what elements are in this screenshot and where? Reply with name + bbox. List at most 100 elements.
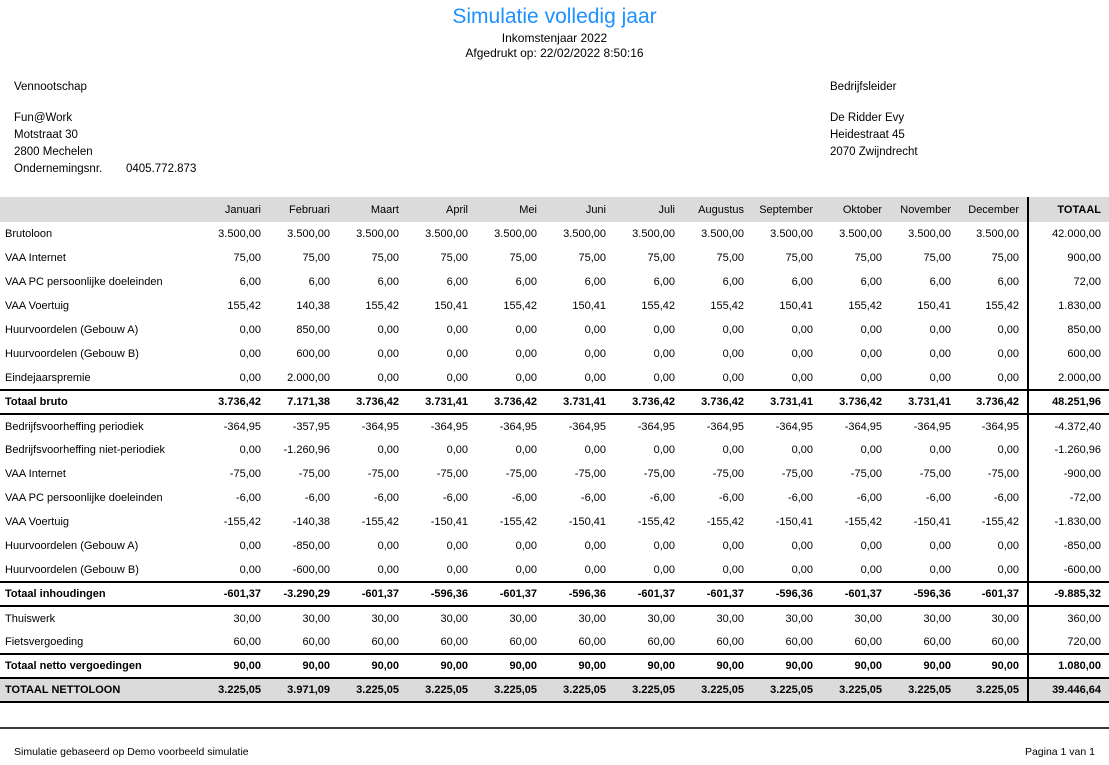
month-value-cell: 75,00 [716,252,744,264]
company-label: Vennootschap [14,81,87,93]
month-value-cell: 3.731,41 [752,389,821,415]
month-value-cell: 3.500,00 [425,228,468,240]
row-total-cell: 850,00 [1027,318,1109,342]
enterprise-number-value: 0405.772.873 [126,163,197,175]
month-value-cell: 75,00 [302,252,330,264]
company-name: Fun@Work [14,112,73,124]
month-value-cell: 3.736,42 [476,389,545,415]
table-row: Thuiswerk 30,00 30,00 30,00 30,00 30,00 30,00 3… [0,606,1109,630]
row-total-cell: 48.251,96 [1027,389,1109,415]
month-value-cell: -155,42 [499,516,537,528]
month-value-cell: 0,00 [722,540,744,552]
row-label: VAA Internet [5,468,66,480]
row-label: Huurvoordelen (Gebouw B) [5,348,139,360]
month-value-cell: -601,37 [683,581,752,607]
table-row: VAA PC persoonlijke doeleinden -6,00 -6,00… [0,486,1109,510]
month-column-header: Juni [585,203,606,216]
month-value-cell: 75,00 [440,252,468,264]
table-row: VAA Voertuig 155,42 140,38 155,42 150,41 155,… [0,294,1109,318]
month-value-cell: 0,00 [997,371,1019,384]
month-column-header: Juli [658,203,675,216]
company-city: 2800 Mechelen [14,146,93,158]
month-value-cell: -596,36 [890,581,959,607]
month-value-cell: -155,42 [361,516,399,528]
row-label: Bedrijfsvoorheffing periodiek [5,420,144,433]
month-value-cell: -155,42 [223,516,261,528]
month-value-cell: 2.000,00 [287,371,330,384]
month-value-cell: -364,95 [568,420,606,433]
month-value-cell: -150,41 [430,516,468,528]
month-value-cell: 3.225,05 [200,677,269,703]
month-value-cell: 3.736,42 [821,389,890,415]
month-value-cell: 0,00 [515,371,537,384]
month-value-cell: 30,00 [302,612,330,625]
row-label: Brutoloon [5,228,53,240]
month-value-cell: 3.225,05 [614,677,683,703]
company-street: Motstraat 30 [14,129,78,141]
row-label: Bedrijfsvoorheffing niet-periodiek [5,444,165,456]
month-value-cell: 90,00 [683,653,752,679]
month-value-cell: 60,00 [785,635,813,648]
row-total-cell: 900,00 [1027,246,1109,270]
month-value-cell: -6,00 [856,492,882,504]
row-label: Thuiswerk [5,612,56,625]
month-value-cell: 600,00 [296,348,330,360]
month-value-cell: 30,00 [785,612,813,625]
month-value-cell: 75,00 [233,252,261,264]
month-value-cell: 6,00 [515,276,537,288]
month-value-cell: 3.225,05 [338,677,407,703]
month-value-cell: 3.731,41 [407,389,476,415]
month-value-cell: 75,00 [647,252,675,264]
month-value-cell: -75,00 [574,468,606,480]
month-value-cell: 0,00 [929,348,951,360]
month-value-cell: -601,37 [338,581,407,607]
month-value-cell: -75,00 [919,468,951,480]
month-value-cell: 155,42 [848,300,882,312]
month-value-cell: 0,00 [446,563,468,576]
month-value-cell: 6,00 [997,276,1019,288]
month-value-cell: -364,95 [430,420,468,433]
month-value-cell: 0,00 [239,371,261,384]
month-value-cell: 0,00 [860,324,882,336]
month-value-cell: 30,00 [371,612,399,625]
manager-label: Bedrijfsleider [830,81,897,93]
month-value-cell: -601,37 [959,581,1028,607]
row-label: VAA PC persoonlijke doeleinden [5,492,163,504]
printed-on-subtitle: Afgedrukt op: 22/02/2022 8:50:16 [465,46,644,60]
month-value-cell: 0,00 [997,444,1019,456]
month-value-cell: -600,00 [292,563,330,576]
table-row: Totaal netto vergoedingen 90,00 90,00 90,00… [0,653,1109,679]
month-value-cell: -75,00 [229,468,261,480]
month-value-cell: 0,00 [722,444,744,456]
month-column-header: November [900,203,951,216]
month-value-cell: 0,00 [653,348,675,360]
month-value-cell: 0,00 [722,348,744,360]
month-value-cell: 0,00 [584,563,606,576]
row-total-cell: 72,00 [1027,270,1109,294]
month-value-cell: 60,00 [509,635,537,648]
month-value-cell: 60,00 [371,635,399,648]
month-column-header: Februari [289,203,330,216]
month-column-header: Mei [519,203,537,216]
month-value-cell: -6,00 [304,492,330,504]
month-value-cell: 0,00 [860,563,882,576]
row-total-cell: -900,00 [1027,462,1109,486]
month-value-cell: 0,00 [929,563,951,576]
table-row: Huurvoordelen (Gebouw B) 0,00 600,00 0,00 0,… [0,342,1109,366]
month-value-cell: 90,00 [959,653,1028,679]
month-value-cell: 0,00 [377,348,399,360]
month-value-cell: 3.225,05 [890,677,959,703]
month-value-cell: 0,00 [791,444,813,456]
month-column-header: Januari [224,203,261,216]
month-value-cell: -601,37 [476,581,545,607]
month-value-cell: 0,00 [929,371,951,384]
month-value-cell: 0,00 [653,324,675,336]
month-value-cell: 0,00 [446,371,468,384]
month-value-cell: -155,42 [706,516,744,528]
table-row: Huurvoordelen (Gebouw A) 0,00 -850,00 0,00 0… [0,534,1109,558]
month-value-cell: 0,00 [377,444,399,456]
month-value-cell: 60,00 [578,635,606,648]
month-value-cell: -75,00 [298,468,330,480]
month-value-cell: 75,00 [923,252,951,264]
manager-name: De Ridder Evy [830,112,905,124]
